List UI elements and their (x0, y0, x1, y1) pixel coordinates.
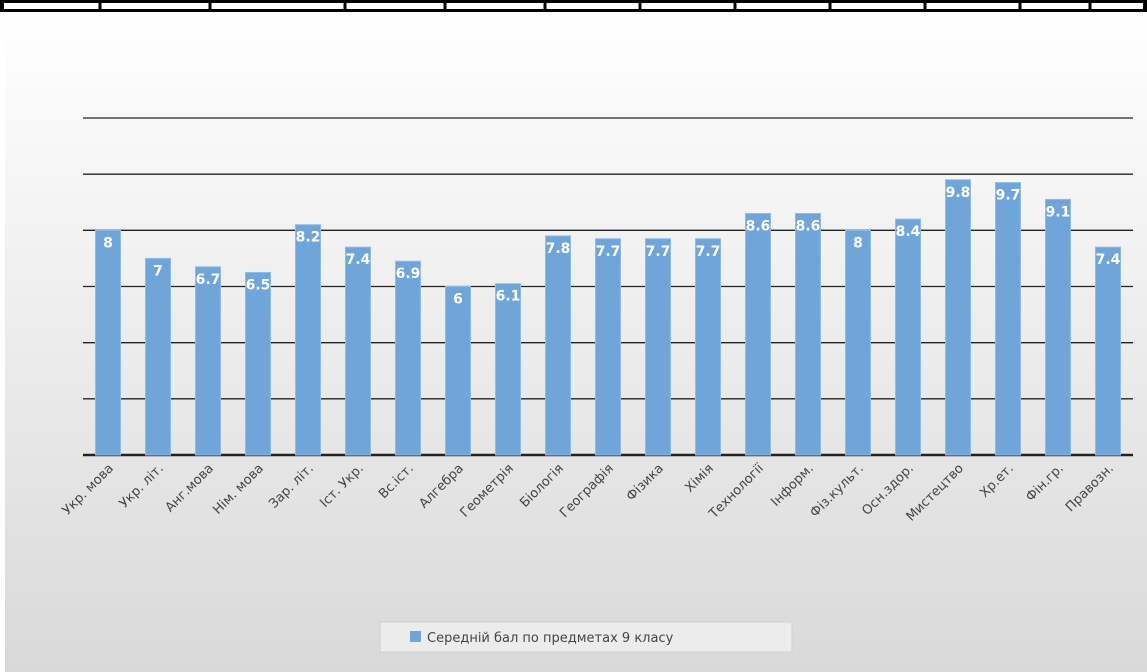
bar (145, 257, 171, 456)
data-label: 9.7 (996, 188, 1021, 204)
legend-box (379, 621, 793, 653)
bar (345, 246, 371, 456)
data-label: 8 (103, 235, 113, 251)
bar (95, 229, 121, 456)
data-label: 8.6 (796, 218, 821, 234)
bar (1045, 198, 1071, 456)
legend-label: Середній бал по предметах 9 класу (427, 631, 674, 646)
bar (795, 212, 821, 456)
legend-swatch (410, 631, 421, 642)
data-label: 6 (453, 292, 463, 308)
data-label: 8.6 (746, 218, 771, 234)
bar (395, 260, 421, 456)
data-label: 6.1 (496, 289, 521, 305)
bar (595, 238, 621, 456)
data-label: 8 (853, 235, 863, 251)
bar (495, 283, 521, 456)
bar (745, 212, 771, 456)
bar (245, 271, 271, 456)
data-label: 6.7 (196, 272, 221, 288)
data-label: 6.9 (396, 266, 421, 282)
bar (995, 182, 1021, 456)
data-label: 8.2 (296, 230, 321, 246)
data-label: 7.4 (1096, 252, 1121, 268)
data-label: 7.7 (696, 244, 721, 260)
bar (645, 238, 671, 456)
table-separators (98, 0, 1092, 12)
bar (845, 229, 871, 456)
bar (945, 179, 971, 456)
data-label: 8.4 (896, 224, 921, 240)
data-label: 9.8 (946, 185, 971, 201)
bar (1095, 246, 1121, 456)
bar (445, 286, 471, 456)
bar (695, 238, 721, 456)
data-label: 7.8 (546, 241, 571, 257)
data-label: 7.7 (596, 244, 621, 260)
data-label: 6.5 (246, 277, 271, 293)
table-cells (4, 3, 1143, 9)
bar (195, 266, 221, 456)
data-label: 7 (153, 263, 163, 279)
bar (295, 224, 321, 456)
data-label: 7.4 (346, 252, 371, 268)
data-label: 9.1 (1046, 204, 1071, 220)
bar (895, 218, 921, 456)
data-label: 7.7 (646, 244, 671, 260)
bar (545, 235, 571, 456)
